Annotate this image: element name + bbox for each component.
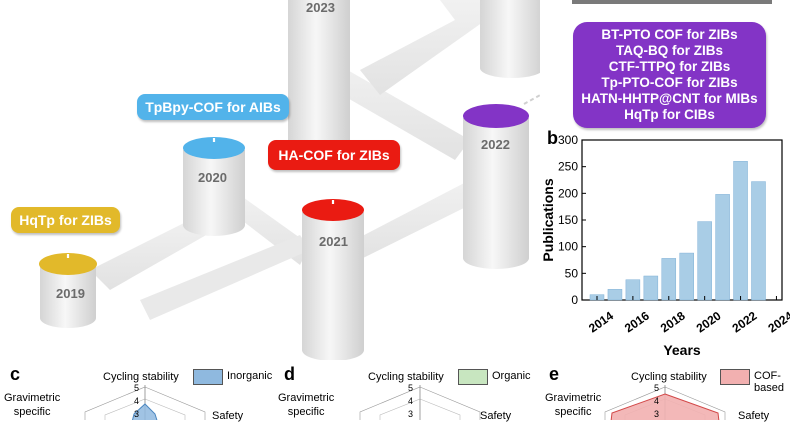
milestone-2019: HqTp for ZIBs: [11, 207, 120, 233]
panel-label-c: c: [10, 364, 21, 384]
radar-d-tick-3: 3: [408, 409, 414, 419]
x-tick-label: 2022: [730, 308, 760, 335]
bar-2017: [643, 275, 659, 301]
milestone-2022-item: CTF-TTPQ for ZIBs: [608, 59, 731, 74]
radar-e-axis-left-line1: Gravimetric: [545, 392, 602, 404]
y-tick-label: 200: [558, 186, 578, 200]
publications-bar-chart: 0 50 100 150 200 250 300 2014 2016 2018 2020 2022 20…: [540, 133, 790, 358]
road-arrow: [360, 0, 525, 95]
cylinder-2023: [288, 0, 350, 160]
y-tick-label: 50: [565, 266, 579, 280]
road-2019-2020: [90, 215, 215, 290]
radar-c: [84, 385, 206, 420]
year-2022: 2022: [481, 137, 510, 152]
radar-d-legend-label: Organic: [492, 370, 531, 382]
radar-c-axis-left-line2: specific: [13, 406, 51, 418]
bar-2023: [751, 181, 766, 301]
radar-e-tick-5: 5: [654, 383, 660, 393]
x-tick-label: 2024: [765, 308, 790, 335]
radar-d: [359, 385, 481, 420]
y-tick-label: 250: [558, 160, 578, 174]
road-2021-2022: [345, 180, 480, 262]
bar-2020: [697, 221, 712, 301]
cylinder-2022-top: [463, 104, 529, 128]
bar-2018: [661, 258, 677, 301]
bar-2022: [733, 161, 748, 301]
radar-d-axis-left: Gravimetric specific: [278, 391, 334, 419]
cylinder-2019-top: [39, 253, 97, 275]
milestone-2022: BT-PTO COF for ZIBs TAQ-BQ for ZIBs CTF-…: [573, 22, 766, 128]
radar-c-axis-top: Cycling stability: [103, 371, 179, 383]
year-2020: 2020: [198, 170, 227, 185]
radar-e-axis-left-line2: specific: [554, 406, 592, 418]
radar-c-legend-label: Inorganic: [227, 370, 273, 382]
road-upper: [325, 60, 470, 160]
bar-2015: [607, 289, 623, 301]
milestone-2020: TpBpy-COF for AIBs: [137, 94, 289, 120]
radar-charts: [84, 385, 726, 420]
radar-c-axis-left: Gravimetric specific: [4, 391, 60, 419]
milestone-2022-item: BT-PTO COF for ZIBs: [601, 27, 738, 42]
cylinder-2022: [463, 118, 529, 269]
radar-c-axis-right: Safety: [212, 410, 244, 422]
panel-label-b: b: [547, 128, 558, 148]
radar-e-legend-label: COF-based: [754, 370, 784, 394]
radar-d-axis-left-line1: Gravimetric: [278, 392, 335, 404]
timeline-illustration: [39, 0, 540, 360]
y-axis-label: Publications: [540, 178, 556, 261]
year-2023: 2023: [306, 0, 335, 15]
cylinder-2021-top: [302, 199, 364, 221]
road-bottom: [140, 235, 310, 320]
top-bar-remnant: [572, 0, 772, 4]
radar-e-tick-3: 3: [654, 409, 660, 419]
milestone-2021: HA-COF for ZIBs: [268, 140, 400, 170]
radar-e-tick-4: 4: [654, 396, 660, 406]
panel-label-e: e: [549, 364, 560, 384]
radar-e-axis-right: Safety: [738, 410, 770, 422]
radar-d-tick-5: 5: [408, 383, 414, 393]
radar-e-legend-swatch: [720, 369, 750, 385]
milestone-2022-item: HATN-HHTP@CNT for MIBs: [581, 91, 758, 106]
radar-c-area: [131, 403, 158, 420]
year-2019: 2019: [56, 286, 85, 301]
radar-c-tick-3: 3: [134, 409, 140, 419]
panel-label-d: d: [284, 364, 295, 384]
y-tick-label: 100: [558, 240, 578, 254]
x-tick-label: 2014: [586, 308, 616, 335]
y-tick-label: 300: [558, 133, 578, 147]
radar-e-axis-top: Cycling stability: [631, 371, 707, 383]
radar-d-tick-4: 4: [408, 396, 414, 406]
bar-2019: [679, 252, 694, 301]
cylinder-2019: [40, 266, 96, 328]
x-tick-label: 2020: [694, 308, 724, 335]
x-axis-label: Years: [663, 342, 701, 358]
cylinder-2023b: [480, 0, 540, 78]
radar-c-tick-4: 4: [134, 396, 140, 406]
x-tick-label: 2018: [658, 308, 688, 335]
radar-c-legend-swatch: [193, 369, 223, 385]
y-tick-label: 0: [571, 293, 578, 307]
radar-e: [604, 385, 726, 420]
milestone-2022-item: TAQ-BQ for ZIBs: [616, 43, 723, 58]
milestone-2022-item: HqTp for CIBs: [624, 107, 715, 122]
radar-d-axis-left-line2: specific: [287, 406, 325, 418]
cylinder-2020-top: [183, 137, 245, 159]
radar-e-area: [610, 393, 720, 420]
radar-c-axis-left-line1: Gravimetric: [4, 392, 61, 404]
radar-e-axis-left: Gravimetric specific: [545, 391, 601, 419]
bar-2021: [715, 194, 730, 301]
year-2021: 2021: [319, 234, 348, 249]
milestone-2022-item: Tp-PTO-COF for ZIBs: [601, 75, 738, 90]
radar-d-legend-swatch: [458, 369, 488, 385]
dashed-arrow-2022: [523, 93, 540, 105]
y-tick-label: 150: [558, 213, 578, 227]
arrowheads: [62, 120, 339, 244]
cylinder-2020: [183, 150, 245, 236]
radar-d-axis-top: Cycling stability: [368, 371, 444, 383]
cylinder-2021: [302, 212, 364, 360]
radar-d-axis-right: Safety: [480, 410, 512, 422]
x-tick-label: 2016: [622, 308, 652, 335]
radar-c-tick-5: 5: [134, 383, 140, 393]
